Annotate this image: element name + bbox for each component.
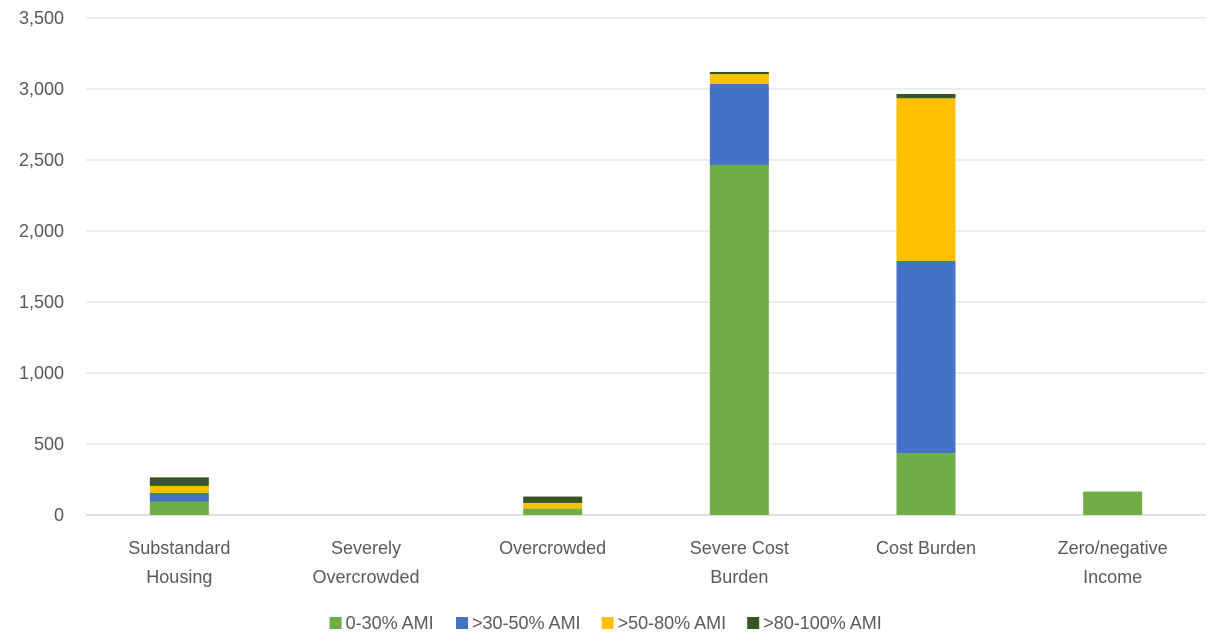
bar-segment (149, 492, 209, 502)
y-axis-tick-labels: 0 500 1,000 1,500 2,000 2,500 3,000 3,500 (19, 8, 64, 525)
bar-segment (523, 496, 583, 503)
bar-segment (149, 477, 209, 486)
y-tick-label: 1,500 (19, 292, 64, 312)
bar-segment (896, 98, 956, 261)
bars (149, 71, 1143, 515)
x-category-label: Overcrowded (312, 567, 419, 587)
x-axis-category-labels: Substandard Housing Severely Overcrowded Ove… (128, 538, 1167, 587)
y-tick-label: 2,500 (19, 150, 64, 170)
legend-label: >80-100% AMI (763, 613, 882, 633)
bar-segment (149, 501, 209, 515)
legend-label: >30-50% AMI (472, 613, 581, 633)
bar-segment (896, 260, 956, 454)
gridlines (86, 17, 1206, 516)
bar-segment (709, 84, 769, 165)
x-category-label: Severely (331, 538, 401, 558)
bar-segment (896, 93, 956, 99)
legend-swatch (456, 617, 468, 629)
y-tick-label: 2,000 (19, 221, 64, 241)
y-tick-label: 500 (34, 434, 64, 454)
bar-segment (1083, 491, 1143, 515)
y-tick-label: 0 (54, 505, 64, 525)
legend-swatch (601, 617, 614, 629)
x-category-label: Income (1083, 567, 1142, 587)
x-category-label: Substandard (128, 538, 230, 558)
legend-swatch (747, 617, 760, 629)
bar-segment (709, 164, 769, 515)
x-category-label: Overcrowded (499, 538, 606, 558)
bar-segment (896, 453, 956, 515)
x-category-label: Severe Cost (690, 538, 789, 558)
bar-segment (523, 508, 583, 515)
bar-segment (709, 71, 769, 75)
bar-segment (709, 74, 769, 85)
x-category-label: Cost Burden (876, 538, 976, 558)
bar-segment (523, 502, 583, 509)
x-category-label: Housing (146, 567, 212, 587)
y-tick-label: 1,000 (19, 363, 64, 383)
legend: 0-30% AMI >30-50% AMI >50-80% AMI >80-100% … (329, 613, 882, 633)
x-category-label: Burden (710, 567, 768, 587)
legend-swatch (329, 617, 342, 629)
y-tick-label: 3,000 (19, 79, 64, 99)
legend-label: 0-30% AMI (346, 613, 434, 633)
legend-label: >50-80% AMI (618, 613, 727, 633)
x-category-label: Zero/negative (1058, 538, 1168, 558)
bar-segment (149, 485, 209, 493)
y-tick-label: 3,500 (19, 8, 64, 28)
